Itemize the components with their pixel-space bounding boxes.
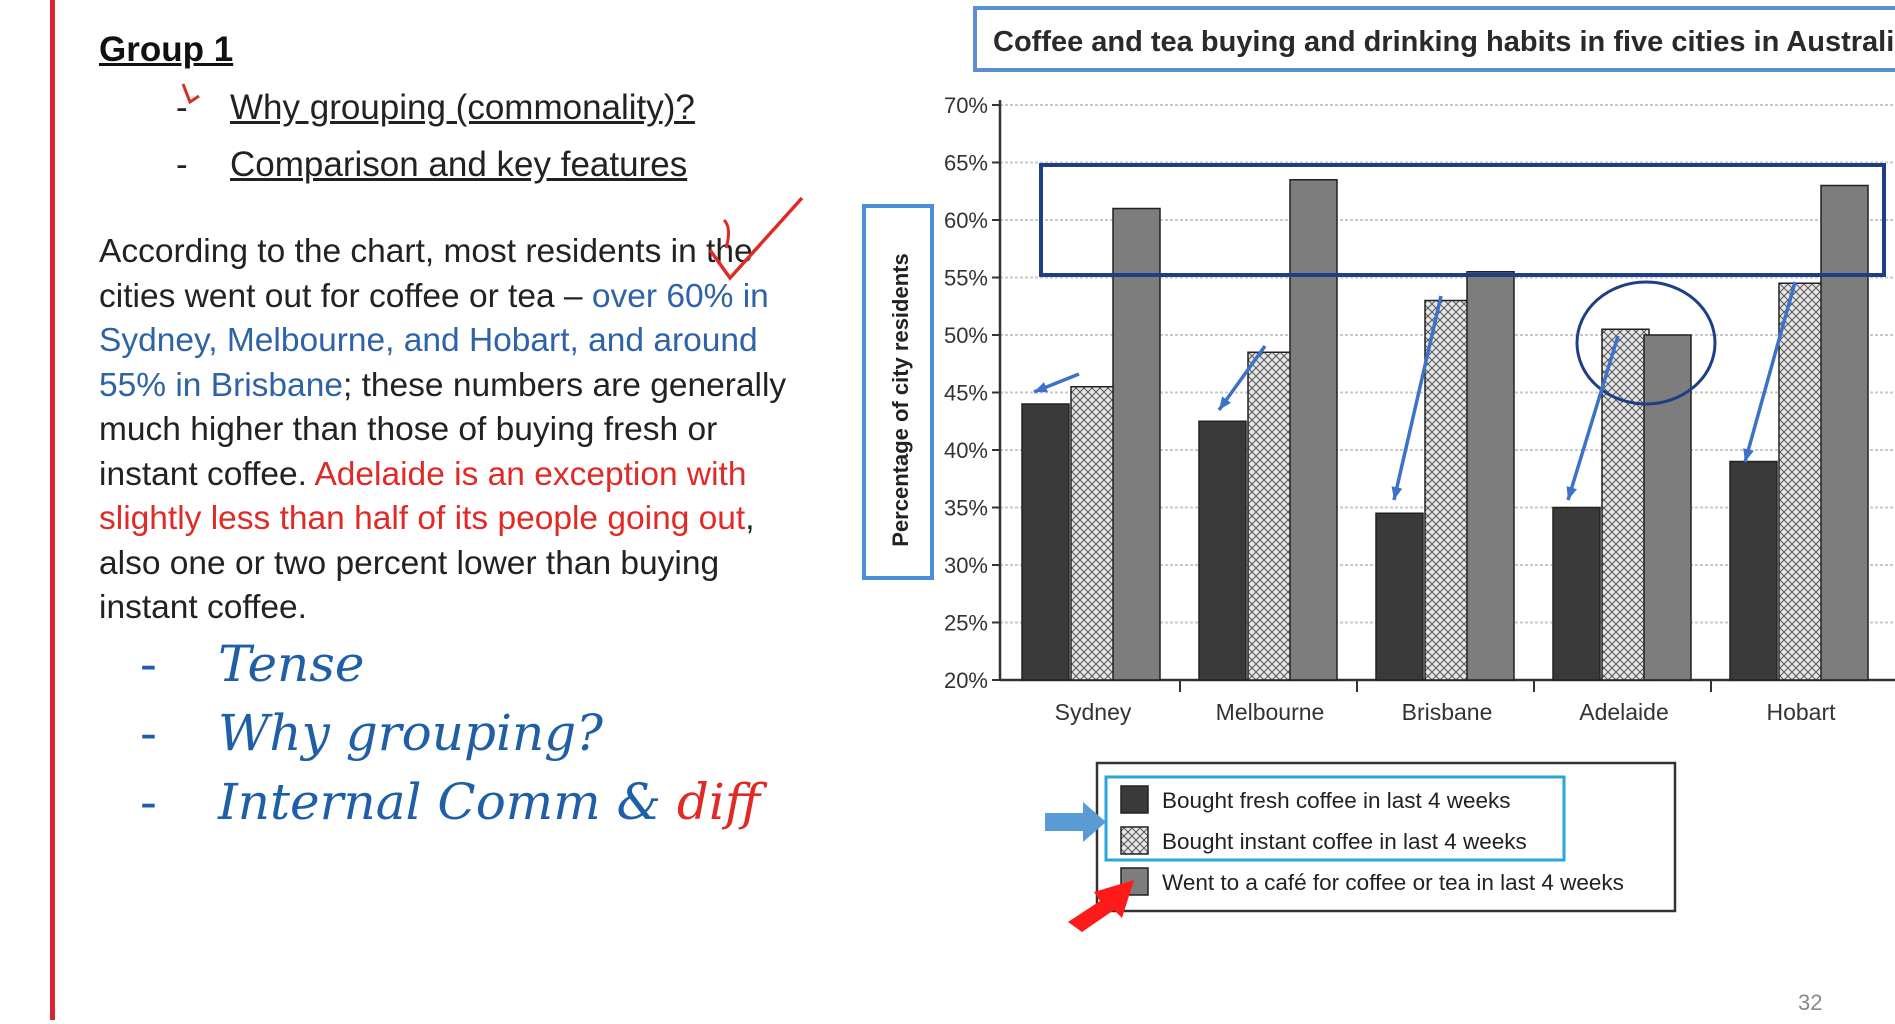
chart-title-box bbox=[973, 6, 1895, 72]
y-tick-label: 35% bbox=[944, 496, 988, 521]
page-number: 32 bbox=[1798, 990, 1823, 1015]
bar-adelaide-s2 bbox=[1601, 328, 1650, 681]
red-check-mark bbox=[181, 83, 200, 105]
red-insert-mark bbox=[708, 196, 804, 281]
y-tick-label: 20% bbox=[944, 668, 988, 693]
x-tick-label: Adelaide bbox=[1579, 699, 1669, 725]
annotation-arrowhead bbox=[1034, 382, 1048, 393]
bar-brisbane-s1 bbox=[1375, 512, 1424, 681]
list-dash: - bbox=[176, 145, 188, 184]
para-text-1: According to the chart, most residents i… bbox=[99, 233, 753, 315]
legend-arrow-blue bbox=[1045, 802, 1106, 842]
handwritten-note-3: - Internal Comm & diff bbox=[140, 773, 760, 831]
x-tick-label: Sydney bbox=[1055, 699, 1132, 725]
bar-melbourne-s3 bbox=[1289, 179, 1338, 681]
question-why-grouping: Why grouping (commonality)? bbox=[230, 88, 695, 127]
annotation-arrowhead bbox=[1219, 396, 1231, 410]
bar-sydney-s3 bbox=[1112, 207, 1161, 681]
legend-box bbox=[1095, 761, 1677, 913]
analysis-paragraph: According to the chart, most residents i… bbox=[99, 230, 819, 631]
legend-swatch bbox=[1120, 826, 1149, 855]
y-tick-label: 65% bbox=[944, 151, 988, 176]
x-tick-label: Melbourne bbox=[1216, 699, 1325, 725]
annotation-arrow-2 bbox=[1217, 344, 1267, 412]
y-tick-label: 40% bbox=[944, 438, 988, 463]
handwritten-diff: diff bbox=[676, 773, 761, 831]
y-tick-label: 70% bbox=[944, 93, 988, 118]
slide-left-red-rule bbox=[50, 0, 55, 1020]
x-tick-label: Hobart bbox=[1766, 699, 1836, 725]
list-dash: - bbox=[140, 635, 157, 693]
bar-hobart-s1 bbox=[1729, 460, 1778, 681]
bar-sydney-s1 bbox=[1021, 403, 1070, 681]
para-text-2: ; these numbers are generally much highe… bbox=[99, 366, 787, 493]
handwritten-internal-comm: Internal Comm & bbox=[218, 773, 677, 831]
bar-adelaide-s3 bbox=[1643, 334, 1692, 681]
question-comparison: Comparison and key features bbox=[230, 145, 688, 184]
y-tick-label: 25% bbox=[944, 611, 988, 636]
y-axis-label: Percentage of city residents bbox=[888, 253, 913, 546]
legend-arrow-red bbox=[1068, 880, 1134, 932]
legend-label: Went to a café for coffee or tea in last… bbox=[1162, 870, 1624, 895]
list-dash: - bbox=[140, 773, 157, 831]
legend-swatch bbox=[1120, 785, 1149, 814]
handwritten-why-grouping: Why grouping? bbox=[218, 704, 603, 762]
highlight-box-over-60 bbox=[1039, 163, 1886, 277]
legend-label: Bought fresh coffee in last 4 weeks bbox=[1162, 788, 1511, 813]
annotation-arrow-3 bbox=[1392, 295, 1443, 501]
para-highlight-red: Adelaide is an exception with slightly l… bbox=[99, 455, 747, 538]
bar-sydney-s2 bbox=[1070, 386, 1119, 681]
handwritten-tense: Tense bbox=[218, 635, 365, 693]
y-tick-label: 30% bbox=[944, 553, 988, 578]
para-highlight-blue: over 60% in Sydney, Melbourne, and Hobar… bbox=[99, 277, 769, 404]
annotation-arrow-4 bbox=[1566, 335, 1620, 501]
annotation-arrowhead bbox=[1391, 486, 1403, 500]
handwritten-note-1: - Tense bbox=[140, 635, 365, 693]
y-tick-label: 55% bbox=[944, 266, 988, 291]
legend-label: Bought instant coffee in last 4 weeks bbox=[1162, 829, 1527, 854]
bar-adelaide-s1 bbox=[1552, 506, 1601, 681]
list-dash: - bbox=[176, 88, 188, 127]
handwritten-note-2: - Why grouping? bbox=[140, 704, 603, 762]
bar-hobart-s2 bbox=[1778, 282, 1827, 681]
annotation-arrowhead bbox=[1566, 486, 1577, 500]
y-tick-label: 60% bbox=[944, 208, 988, 233]
chart-title: Coffee and tea buying and drinking habit… bbox=[993, 26, 1895, 58]
bar-brisbane-s3 bbox=[1466, 271, 1515, 681]
bar-melbourne-s1 bbox=[1198, 420, 1247, 681]
legend-highlight-box bbox=[1104, 775, 1566, 862]
para-text-3: , also one or two percent lower than buy… bbox=[99, 500, 755, 626]
highlight-circle-adelaide bbox=[1575, 280, 1717, 406]
y-tick-label: 50% bbox=[944, 323, 988, 348]
x-tick-label: Brisbane bbox=[1402, 699, 1493, 725]
list-dash: - bbox=[140, 704, 157, 762]
red-strike-mark bbox=[722, 218, 731, 249]
y-tick-label: 45% bbox=[944, 381, 988, 406]
annotation-arrowhead bbox=[1743, 448, 1754, 462]
bar-hobart-s3 bbox=[1820, 184, 1869, 681]
group-title: Group 1 bbox=[99, 30, 234, 69]
y-label-highlight-box bbox=[862, 204, 934, 580]
annotation-arrow-5 bbox=[1743, 281, 1797, 463]
bar-brisbane-s2 bbox=[1424, 299, 1473, 681]
bar-melbourne-s2 bbox=[1247, 351, 1296, 681]
